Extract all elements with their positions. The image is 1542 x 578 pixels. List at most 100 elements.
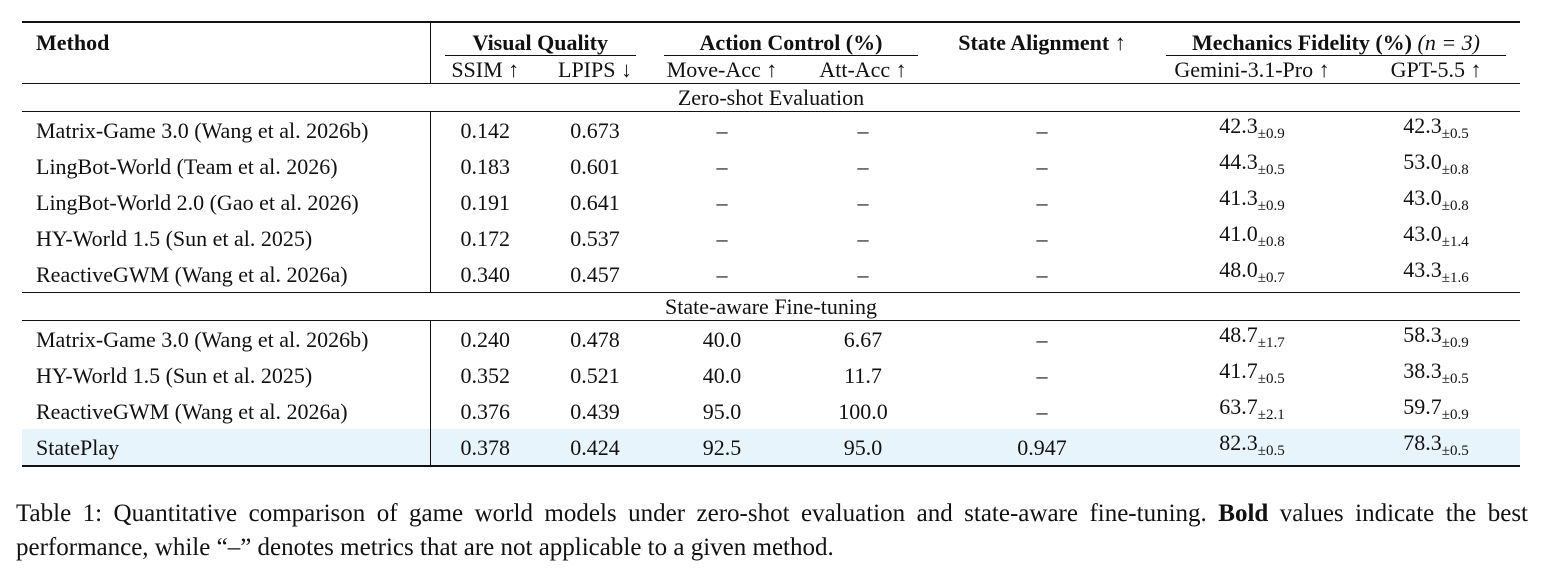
gpt-std: ±1.6 <box>1441 270 1469 286</box>
caption-suffix: values indicate the best performance, wh… <box>16 500 1529 561</box>
att-acc-header: Att-Acc ↑ <box>794 56 933 84</box>
header-row-metrics: SSIM ↑ LPIPS ↓ Move-Acc ↑ Att-Acc ↑ Gemi… <box>22 56 1521 84</box>
mechanics-fidelity-header: Mechanics Fidelity (%) (n = 3) <box>1152 21 1521 57</box>
ssim-cell: 0.352 <box>460 362 511 388</box>
ssim-cell: 0.340 <box>430 256 540 293</box>
gemini-cell: 48.0±0.7 <box>1152 256 1353 293</box>
gpt-std: ±0.5 <box>1441 126 1469 142</box>
method-cell: LingBot-World 2.0 (Gao et al. 2026) <box>22 184 431 220</box>
state-alignment-cell: – <box>1036 326 1048 352</box>
gemini-cell: 44.3±0.5 <box>1152 148 1352 184</box>
lpips-cell: 0.641 <box>570 189 620 215</box>
ssim-header: SSIM ↑ <box>430 56 540 84</box>
gpt-value: 42.3 <box>1403 113 1442 138</box>
gemini-cell: 41.0±0.8 <box>1152 220 1352 256</box>
gpt-cell: 43.3±1.6 <box>1352 256 1521 293</box>
gemini-std: ±0.5 <box>1257 162 1285 178</box>
section-title-fine-tuning: State-aware Fine-tuning <box>22 292 1521 321</box>
gpt-cell: 58.3±0.9 <box>1352 321 1520 358</box>
state-alignment-cell: – <box>1036 153 1048 179</box>
section-title-zero-shot: Zero-shot Evaluation <box>22 83 1521 112</box>
section-title-row: Zero-shot Evaluation <box>22 83 1521 112</box>
lpips-cell: 0.478 <box>570 326 620 352</box>
table-row: HY-World 1.5 (Sun et al. 2025) 0.172 0.5… <box>22 220 1520 256</box>
state-alignment-cell: – <box>1036 362 1048 388</box>
lpips-cell-best: 0.424 <box>540 429 650 467</box>
table-caption: Table 1: Quantitative comparison of game… <box>16 497 1528 565</box>
mechanics-fidelity-label: Mechanics Fidelity (%) <box>1192 30 1412 55</box>
ssim-cell: 0.191 <box>460 189 511 215</box>
table-row: ReactiveGWM (Wang et al. 2026a) 0.376 0.… <box>22 393 1520 429</box>
method-cell-ours: StatePlay <box>22 429 431 467</box>
gpt-value: 58.3 <box>1403 322 1442 347</box>
gpt-cell: 59.7±0.9 <box>1352 393 1520 429</box>
gpt-value: 43.3 <box>1403 257 1442 282</box>
method-header: Method <box>22 21 431 56</box>
move-acc-cell: – <box>716 153 728 179</box>
mechanics-fidelity-n: (n = 3) <box>1417 30 1481 55</box>
gpt-std: ±0.5 <box>1441 443 1469 459</box>
gpt-value: 78.3 <box>1403 430 1442 455</box>
gemini-cell: 41.7±0.5 <box>1152 357 1352 393</box>
move-acc-cell: – <box>716 117 728 143</box>
gemini-value: 42.3 <box>1219 113 1258 138</box>
gpt-cell: 43.0±0.8 <box>1352 184 1520 220</box>
gpt-cell-best: 78.3±0.5 <box>1352 429 1521 467</box>
header-row-groups: Method Visual Quality Action Control (%)… <box>22 21 1521 57</box>
ssim-cell: 0.172 <box>460 225 511 251</box>
gemini-cell: 42.3±0.9 <box>1152 112 1352 149</box>
att-acc-cell-best: 100.0 <box>838 398 888 424</box>
gemini-cell: 48.7±1.7 <box>1152 321 1352 358</box>
state-alignment-cell: – <box>932 256 1153 293</box>
table-row: Matrix-Game 3.0 (Wang et al. 2026b) 0.24… <box>22 320 1520 358</box>
ssim-cell: 0.142 <box>460 117 511 143</box>
gpt-value: 59.7 <box>1403 394 1442 419</box>
gpt-value: 38.3 <box>1403 358 1442 383</box>
lpips-header: LPIPS ↓ <box>540 56 650 84</box>
gpt-cell: 53.0±0.8 <box>1352 148 1520 184</box>
gpt-cell: 42.3±0.5 <box>1352 112 1520 149</box>
gemini-std: ±0.7 <box>1257 270 1285 286</box>
state-subheader-blank <box>932 56 1153 84</box>
gemini-header: Gemini-3.1-Pro ↑ <box>1152 56 1353 84</box>
gemini-value: 48.0 <box>1219 257 1258 282</box>
gpt-std: ±0.9 <box>1441 407 1469 423</box>
table-row: HY-World 1.5 (Sun et al. 2025) 0.352 0.5… <box>22 357 1520 393</box>
gpt-value: 53.0 <box>1403 149 1442 174</box>
table-row: LingBot-World (Team et al. 2026) 0.183 0… <box>22 148 1520 184</box>
method-cell: ReactiveGWM (Wang et al. 2026a) <box>22 393 431 429</box>
gemini-value: 41.3 <box>1219 185 1258 210</box>
gpt-header: GPT-5.5 ↑ <box>1352 56 1521 84</box>
att-acc-cell: – <box>857 189 869 215</box>
results-table: Method Visual Quality Action Control (%)… <box>22 21 1521 467</box>
method-cell: LingBot-World (Team et al. 2026) <box>22 148 431 184</box>
gemini-value: 48.7 <box>1219 322 1258 347</box>
gemini-value: 44.3 <box>1219 149 1258 174</box>
att-acc-cell: – <box>857 225 869 251</box>
gpt-std: ±0.8 <box>1441 162 1469 178</box>
att-acc-cell: 11.7 <box>844 362 882 388</box>
move-acc-cell: – <box>716 225 728 251</box>
gemini-std: ±1.7 <box>1257 335 1285 351</box>
section-title-row: State-aware Fine-tuning <box>22 292 1521 321</box>
table-row: LingBot-World 2.0 (Gao et al. 2026) 0.19… <box>22 184 1520 220</box>
method-cell: ReactiveGWM (Wang et al. 2026a) <box>22 256 431 293</box>
method-cell: Matrix-Game 3.0 (Wang et al. 2026b) <box>22 320 431 357</box>
lpips-cell: 0.537 <box>570 225 620 251</box>
caption-bold-word: Bold <box>1218 500 1269 527</box>
state-alignment-cell: – <box>1036 225 1048 251</box>
state-alignment-cell-best: 0.947 <box>932 429 1153 467</box>
gemini-std: ±0.5 <box>1257 371 1285 387</box>
method-cell: HY-World 1.5 (Sun et al. 2025) <box>22 220 431 256</box>
lpips-cell: 0.521 <box>570 362 620 388</box>
att-acc-cell: – <box>857 117 869 143</box>
method-cell: Matrix-Game 3.0 (Wang et al. 2026b) <box>22 111 431 148</box>
state-alignment-header: State Alignment ↑ <box>932 21 1153 56</box>
visual-quality-header: Visual Quality <box>430 21 650 57</box>
gpt-cell: 43.0±1.4 <box>1352 220 1520 256</box>
state-alignment-cell: – <box>1036 117 1048 143</box>
gemini-value: 41.7 <box>1219 358 1258 383</box>
state-alignment-cell: – <box>1036 189 1048 215</box>
method-subheader-blank <box>22 56 431 84</box>
